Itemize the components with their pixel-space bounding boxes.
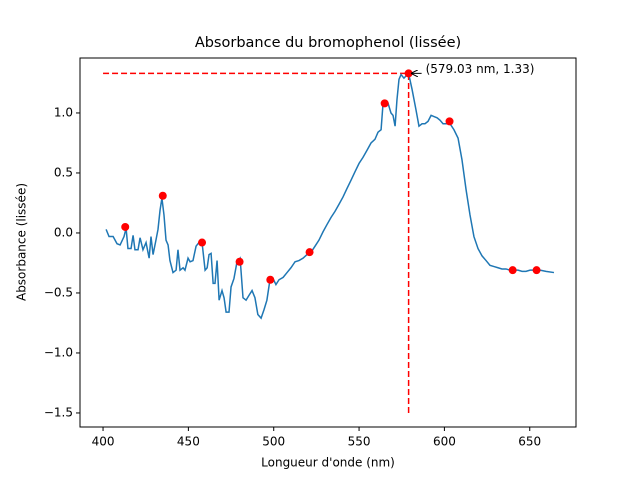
marker-point xyxy=(380,99,389,108)
marker-point xyxy=(305,248,314,257)
annotation-text: (579.03 nm, 1.33) xyxy=(426,62,535,76)
x-tick-label: 400 xyxy=(92,435,115,449)
x-axis-label: Longueur d'onde (nm) xyxy=(261,456,395,470)
marker-point xyxy=(121,222,130,231)
marker-point xyxy=(445,117,454,126)
marker-point xyxy=(508,266,517,275)
x-tick-label: 450 xyxy=(177,435,200,449)
y-tick-label: −1.5 xyxy=(44,405,73,419)
x-tick-label: 500 xyxy=(262,435,285,449)
y-tick-label: 1.0 xyxy=(54,105,73,119)
x-tick-label: 550 xyxy=(348,435,371,449)
marker-point xyxy=(266,275,275,284)
y-tick-label: 0.5 xyxy=(54,165,73,179)
marker-point xyxy=(158,191,167,200)
data-line xyxy=(105,71,555,320)
marker-point xyxy=(404,69,413,78)
y-axis-label: Absorbance (lissée) xyxy=(15,183,29,301)
y-tick-label: 0.0 xyxy=(54,225,73,239)
plot-frame xyxy=(79,57,577,428)
chart-title: Absorbance du bromophenol (lissée) xyxy=(195,35,461,51)
marker-point xyxy=(532,266,541,275)
marker-point xyxy=(198,238,207,247)
y-tick-label: −0.5 xyxy=(44,285,73,299)
x-tick-label: 650 xyxy=(518,435,541,449)
x-tick-label: 600 xyxy=(433,435,456,449)
y-tick-label: −1.0 xyxy=(44,345,73,359)
marker-point xyxy=(235,257,244,266)
